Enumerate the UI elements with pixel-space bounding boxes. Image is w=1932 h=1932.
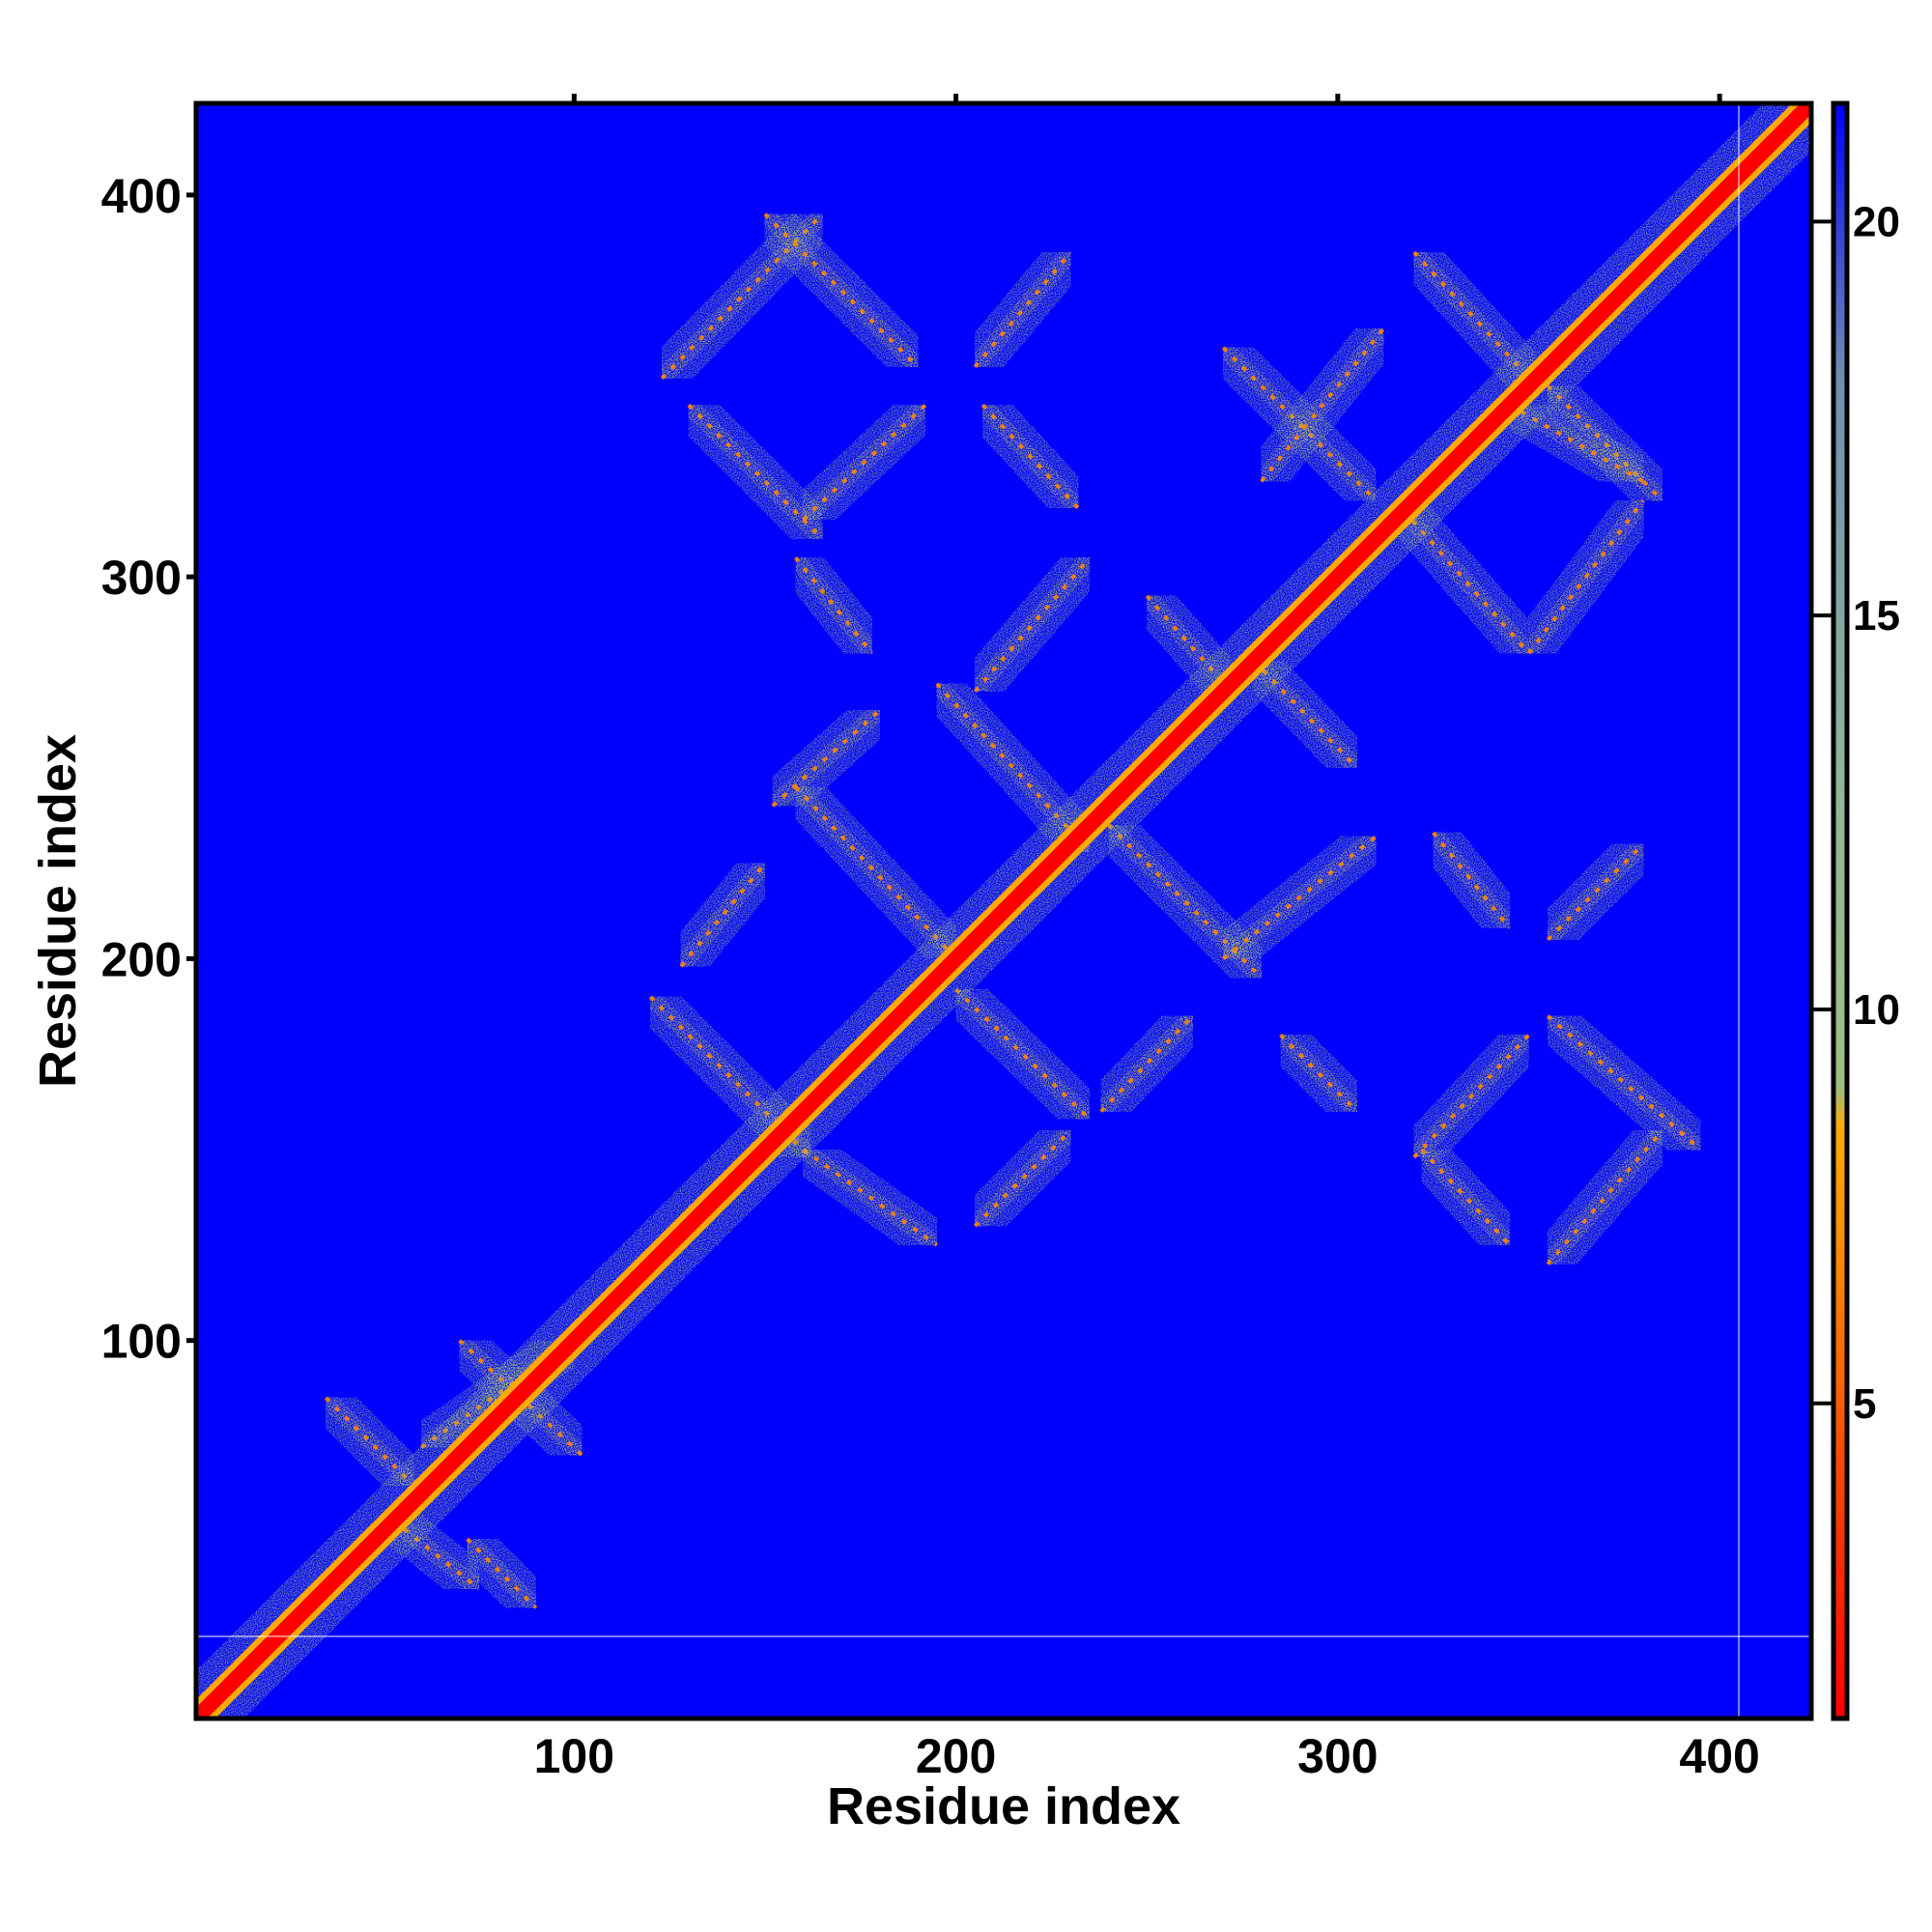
contact-band	[952, 535, 1112, 714]
contact-band	[742, 191, 941, 389]
x-tick-label: 300	[1297, 1729, 1378, 1783]
contact-band	[1238, 306, 1406, 504]
x-tick-label: 400	[1679, 1729, 1759, 1783]
contact-band	[1258, 1012, 1379, 1134]
y-tick-label: 300	[101, 551, 182, 605]
contact-band	[773, 764, 979, 981]
colorbar-axis: 5 10 15 20	[1812, 198, 1900, 1428]
contact-band	[933, 967, 1112, 1142]
x-axis: 100 200 300 400	[534, 94, 1760, 1783]
y-tick-label: 100	[101, 1315, 182, 1369]
diagonal-band	[196, 103, 1811, 1719]
y-tick-label: 400	[101, 169, 182, 223]
contact-band	[952, 1108, 1094, 1249]
y-axis: 100 200 300 400	[101, 169, 196, 1369]
contact-band	[1525, 1108, 1685, 1287]
contact-band	[781, 383, 948, 542]
plot-frame	[193, 100, 1814, 1721]
contact-band	[952, 230, 1094, 389]
x-tick-label: 200	[916, 1729, 996, 1783]
colorbar-tick-label: 20	[1853, 198, 1900, 245]
x-tick-label: 100	[534, 1729, 614, 1783]
colorbar	[1833, 103, 1847, 1719]
contact-band	[1410, 810, 1532, 951]
contact-band	[781, 1127, 959, 1267]
contact-band	[1506, 478, 1666, 676]
contact-band	[1399, 1127, 1532, 1267]
colorbar-tick-label: 10	[1853, 986, 1900, 1034]
contact-band	[658, 840, 787, 989]
contact-band	[1078, 993, 1215, 1134]
contact-band	[773, 535, 895, 676]
diagonal-core	[196, 103, 1811, 1719]
contact-band	[1201, 813, 1399, 981]
colorbar-tick-label: 5	[1853, 1380, 1876, 1428]
contact-band	[444, 1517, 558, 1631]
contact-band	[1525, 821, 1666, 962]
contact-band	[960, 383, 1101, 530]
y-axis-title: Residue index	[29, 734, 87, 1088]
colorbar-frame	[1831, 100, 1850, 1721]
colorbar-tick-label: 15	[1853, 592, 1900, 639]
y-tick-label: 200	[101, 932, 182, 986]
x-axis-title: Residue index	[827, 1777, 1180, 1835]
